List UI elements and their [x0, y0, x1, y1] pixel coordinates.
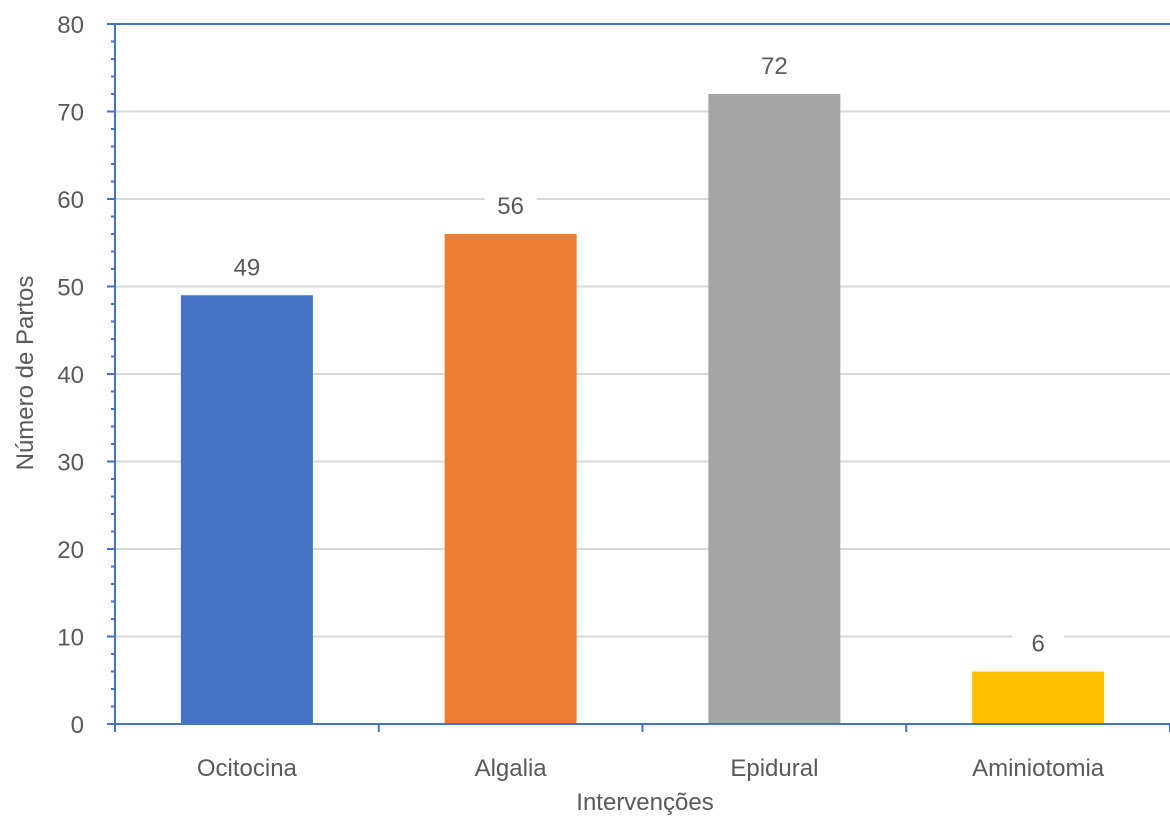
y-tick-label: 0 — [71, 712, 84, 739]
x-axis-title: Intervenções — [576, 789, 713, 816]
bar-aminiotomia — [972, 671, 1105, 724]
y-tick-label: 60 — [57, 187, 84, 214]
data-label: 72 — [761, 53, 788, 80]
y-tick-label: 70 — [57, 100, 84, 127]
bars — [180, 94, 1105, 724]
y-tick-label: 40 — [57, 362, 84, 389]
data-label: 6 — [1031, 631, 1044, 658]
bar-algalia — [444, 234, 577, 724]
bar-ocitocina — [180, 295, 313, 724]
y-tick-label: 10 — [57, 625, 84, 652]
labels: 49 Ocitocina 56 Algalia 72 Epidural 6 Aminiotom… — [57, 12, 1105, 782]
bar-epidural — [708, 94, 841, 724]
data-label-background — [220, 255, 273, 284]
y-tick-label: 80 — [57, 12, 84, 39]
data-label-background — [1012, 631, 1065, 660]
x-tick-label: Aminiotomia — [972, 755, 1105, 782]
x-tick-label: Epidural — [730, 755, 818, 782]
data-label-background — [484, 194, 537, 222]
y-tick-label: 50 — [57, 275, 84, 302]
y-tick-label: 20 — [57, 537, 84, 564]
data-label: 49 — [234, 254, 261, 281]
data-label: 56 — [497, 193, 524, 220]
data-label-background — [748, 54, 801, 82]
x-tick-label: Algalia — [475, 755, 548, 782]
axes — [107, 23, 1170, 732]
x-tick-label: Ocitocina — [197, 755, 298, 782]
y-axis-title: Número de Partos — [12, 276, 39, 471]
y-tick-label: 30 — [57, 450, 84, 477]
